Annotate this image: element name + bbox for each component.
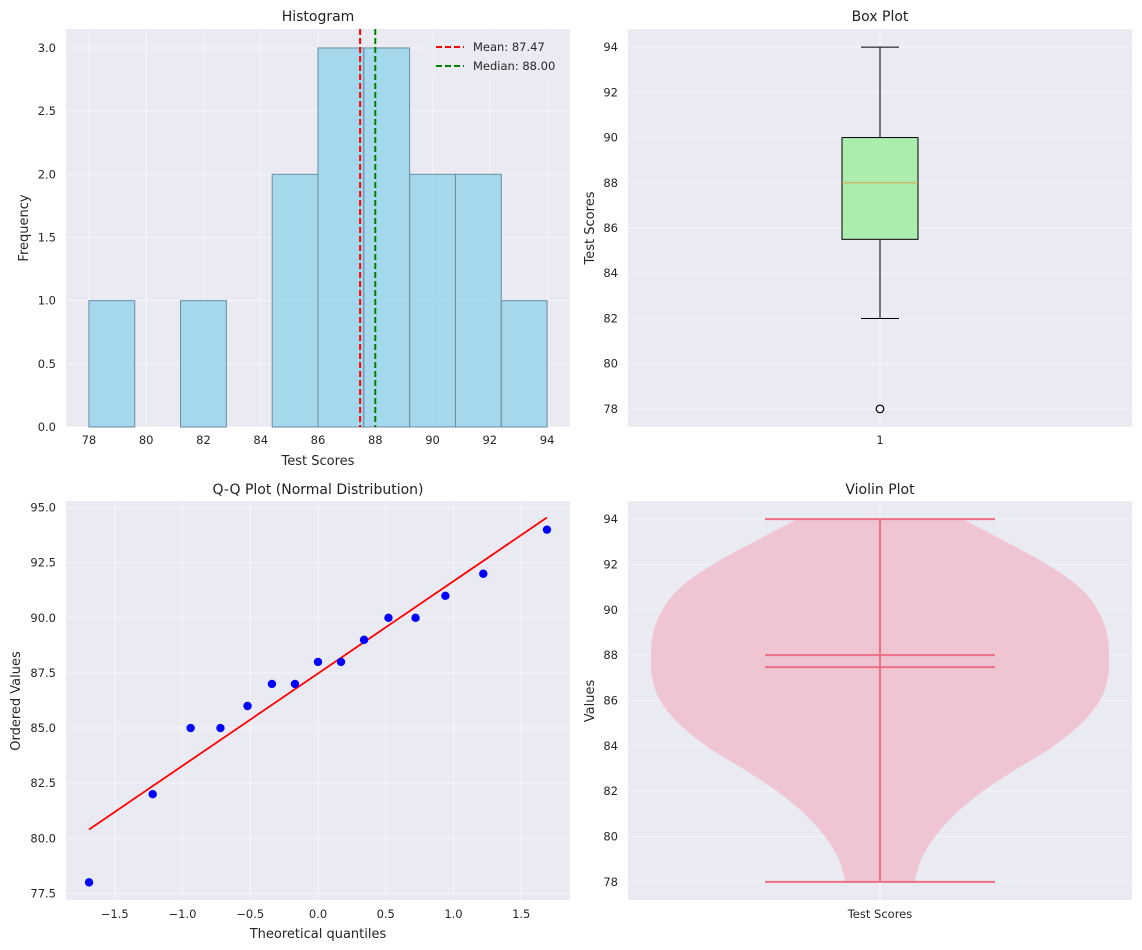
box-y-tick-label: 80	[603, 357, 618, 371]
qq-x-tick-label: −0.5	[236, 907, 264, 921]
box-y-tick-label: 78	[603, 402, 618, 416]
box-x-tick-label: 1	[876, 433, 883, 447]
legend-mean-label: Mean: 87.47	[473, 40, 545, 54]
qq-point	[148, 789, 157, 799]
histogram-bar	[409, 173, 456, 428]
outlier-point	[875, 404, 885, 414]
boxplot-y-label: Test Scores	[583, 191, 598, 265]
qq-y-tick-label: 87.5	[30, 666, 56, 680]
hist-x-tick-label: 78	[82, 433, 97, 447]
box-y-tick-label: 88	[603, 176, 618, 190]
box-y-tick-label: 86	[603, 221, 618, 235]
qq-y-tick-label: 80.0	[30, 831, 56, 845]
qq-y-label: Ordered Values	[9, 651, 24, 751]
qq-point	[359, 635, 369, 645]
qq-y-tick-label: 82.5	[30, 776, 56, 790]
histogram-x-label: Test Scores	[281, 454, 355, 469]
violin-y-tick-label: 88	[603, 648, 618, 662]
qq-point	[479, 569, 488, 578]
histogram-bar	[317, 47, 365, 428]
hist-x-tick-label: 92	[482, 433, 497, 447]
violin-y-tick-label: 90	[603, 603, 618, 617]
hist-x-tick-label: 80	[139, 433, 154, 447]
qq-panel: −1.5 −1.0 −0.5 0.0 0.5 1.0 1.5 77.5 80.0 82.5 85.…	[9, 482, 570, 942]
qq-y-tick-label: 85.0	[30, 721, 56, 735]
qq-point	[243, 701, 252, 711]
qq-x-tick-label: 0.0	[309, 907, 327, 921]
box-y-tick-label: 94	[603, 40, 618, 54]
violin-y-label: Values	[583, 680, 598, 723]
hist-x-tick-label: 86	[311, 433, 326, 447]
histogram-bar	[363, 47, 411, 428]
box-y-tick-label: 92	[603, 85, 618, 99]
box-y-tick-label: 84	[603, 266, 618, 280]
legend-median-label: Median: 88.00	[473, 59, 555, 73]
iqr-box	[841, 137, 919, 240]
qq-point	[84, 878, 94, 887]
violin-y-tick-label: 78	[603, 875, 618, 889]
qq-x-tick-label: 1.5	[512, 907, 530, 921]
qq-point	[384, 613, 393, 623]
histogram-title: Histogram	[282, 9, 355, 25]
qq-y-tick-label: 90.0	[30, 611, 56, 625]
histogram-legend: Mean: 87.47 Median: 88.00	[428, 36, 564, 78]
violin-y-tick-label: 94	[603, 512, 618, 526]
hist-y-tick-label: 3.0	[38, 41, 56, 55]
hist-x-tick-label: 82	[196, 433, 211, 447]
box-y-tick-label: 90	[603, 131, 618, 145]
hist-x-tick-label: 84	[253, 433, 268, 447]
qq-x-label: Theoretical quantiles	[249, 927, 387, 942]
hist-y-tick-label: 2.5	[38, 104, 56, 118]
histogram-bar	[454, 173, 502, 428]
histogram-y-label: Frequency	[17, 194, 32, 261]
violin-x-tick-label: Test Scores	[847, 907, 913, 921]
qq-y-tick-label: 77.5	[30, 886, 56, 900]
qq-point	[216, 723, 225, 733]
qq-point	[313, 657, 323, 667]
qq-title: Q-Q Plot (Normal Distribution)	[213, 482, 424, 498]
violin-title: Violin Plot	[845, 482, 915, 498]
hist-x-tick-label: 88	[368, 433, 383, 447]
violin-panel: Test Scores 78 80 82 84 86 88 90 92 94 Violin Pl…	[583, 482, 1132, 921]
hist-y-tick-label: 0.0	[38, 420, 56, 434]
violin-y-tick-label: 80	[603, 830, 618, 844]
histogram-panel: 78 80 82 84 86 88 90 92 94 0.0 0.5 1.0 1.5 2.0 2.5 3.0…	[17, 9, 570, 469]
histogram-bar	[500, 300, 548, 428]
qq-point	[441, 591, 450, 600]
qq-x-tick-label: 1.0	[444, 907, 462, 921]
hist-x-tick-label: 90	[425, 433, 440, 447]
qq-point	[186, 723, 195, 733]
qq-y-tick-label: 95.0	[30, 501, 56, 515]
qq-point	[542, 525, 552, 534]
histogram-bar	[88, 300, 136, 428]
qq-point	[290, 679, 300, 689]
boxplot-title: Box Plot	[852, 9, 909, 25]
legend-box	[428, 36, 564, 78]
qq-x-tick-label: −1.5	[101, 907, 129, 921]
qq-point	[411, 613, 420, 623]
qq-x-tick-label: −1.0	[169, 907, 197, 921]
qq-fit-line	[88, 516, 548, 831]
hist-y-tick-label: 1.5	[38, 230, 56, 244]
violin-y-tick-label: 82	[603, 784, 618, 798]
box-y-tick-label: 82	[603, 311, 618, 325]
violin-y-tick-label: 86	[603, 694, 618, 708]
hist-y-tick-label: 1.0	[38, 294, 56, 308]
qq-point	[336, 657, 346, 667]
violin-y-tick-label: 84	[603, 739, 618, 753]
qq-x-tick-label: 0.5	[377, 907, 395, 921]
violin-y-tick-label: 92	[603, 557, 618, 571]
hist-x-tick-label: 94	[540, 433, 555, 447]
boxplot-panel: 1 78 80 82 84 86 88 90 92 94 Box Plot Test Score…	[583, 9, 1132, 447]
qq-y-tick-label: 92.5	[30, 556, 56, 570]
hist-y-tick-label: 0.5	[38, 357, 56, 371]
histogram-bar	[180, 300, 227, 428]
histogram-bar	[271, 173, 319, 428]
hist-y-tick-label: 2.0	[38, 167, 56, 181]
qq-point	[267, 679, 277, 689]
